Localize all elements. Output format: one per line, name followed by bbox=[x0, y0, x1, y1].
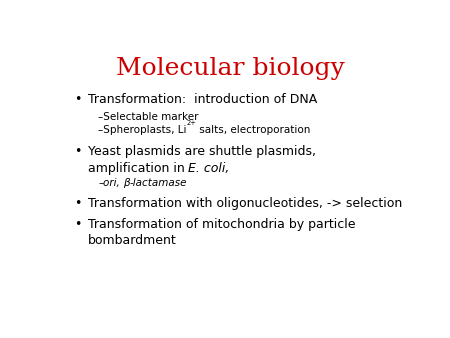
Text: Transformation:  introduction of DNA: Transformation: introduction of DNA bbox=[88, 93, 317, 105]
Text: β: β bbox=[123, 178, 130, 188]
Text: –Selectable marker: –Selectable marker bbox=[98, 112, 198, 122]
Text: ori,: ori, bbox=[104, 178, 123, 188]
Text: •: • bbox=[74, 218, 81, 231]
Text: Yeast plasmids are shuttle plasmids,: Yeast plasmids are shuttle plasmids, bbox=[88, 145, 315, 158]
Text: •: • bbox=[74, 197, 81, 210]
Text: –: – bbox=[98, 178, 104, 188]
Text: –Spheroplasts, Li: –Spheroplasts, Li bbox=[98, 125, 187, 136]
Text: salts, electroporation: salts, electroporation bbox=[196, 125, 310, 136]
Text: E. coli,: E. coli, bbox=[189, 162, 230, 175]
Text: amplification in: amplification in bbox=[88, 162, 189, 175]
Text: 2+: 2+ bbox=[187, 120, 196, 126]
Text: •: • bbox=[74, 93, 81, 105]
Text: •: • bbox=[74, 145, 81, 158]
Text: bombardment: bombardment bbox=[88, 235, 176, 247]
Text: -lactamase: -lactamase bbox=[130, 178, 188, 188]
Text: Transformation of mitochondria by particle: Transformation of mitochondria by partic… bbox=[88, 218, 355, 231]
Text: Molecular biology: Molecular biology bbox=[116, 57, 345, 80]
Text: Transformation with oligonucleotides, -> selection: Transformation with oligonucleotides, ->… bbox=[88, 197, 402, 210]
